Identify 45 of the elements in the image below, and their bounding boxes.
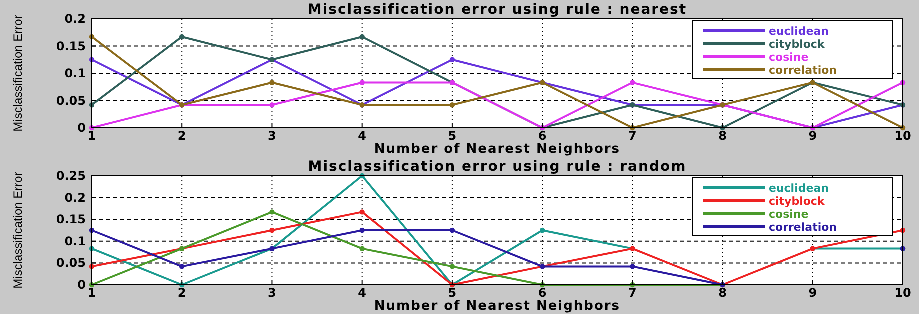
text: cosine	[769, 51, 809, 64]
y-tick-label: 0	[78, 121, 86, 135]
x-tick-label: 4	[358, 286, 367, 300]
x-tick-label: 8	[718, 129, 727, 143]
x-tick-label: 3	[268, 286, 276, 300]
y-tick-label: 0.15	[56, 212, 86, 227]
text: euclidean	[769, 25, 829, 38]
y-tick-label: 0.05	[56, 94, 86, 108]
x-tick-label: 2	[178, 129, 186, 143]
text: cityblock	[769, 38, 826, 51]
x-tick-label: 2	[178, 286, 186, 300]
x-tick-label: 6	[538, 129, 547, 143]
x-tick-label: 5	[448, 129, 457, 143]
x-tick-label: 10	[894, 286, 912, 300]
chart-title: Misclassification error using rule : nearest	[308, 2, 688, 18]
text: euclidean	[769, 182, 829, 195]
y-tick-label: 0.2	[64, 12, 86, 26]
y-tick-label: 0.05	[56, 256, 86, 270]
text: correlation	[769, 221, 837, 234]
x-tick-label: 9	[808, 129, 818, 143]
y-tick-label: 0.1	[64, 66, 86, 80]
x-tick-label: 9	[808, 286, 818, 300]
y-tick-label: 0.1	[64, 234, 86, 248]
text: cosine	[769, 208, 809, 221]
series-label: correlation	[769, 64, 837, 77]
y-tick-label: 0.2	[64, 190, 86, 205]
x-tick-label: 6	[538, 286, 547, 300]
y-tick-label: 0	[78, 278, 86, 292]
y-axis-title: Misclassification Error	[11, 15, 25, 132]
x-tick-label: 1	[88, 286, 96, 300]
x-tick-label: 7	[628, 129, 637, 143]
x-tick-label: 7	[628, 286, 637, 300]
x-tick-label: 8	[718, 286, 727, 300]
y-tick-label: 0.25	[56, 169, 86, 183]
x-tick-label: 1	[88, 129, 96, 143]
y-tick-label: 0.15	[56, 39, 86, 54]
x-axis-title: Number of Nearest Neighbors	[374, 142, 621, 157]
x-tick-label: 4	[358, 129, 367, 143]
x-axis-title: Number of Nearest Neighbors	[374, 299, 621, 314]
y-axis-title: Misclassification Error	[11, 172, 25, 289]
x-tick-label: 10	[894, 129, 912, 143]
chart-title: Misclassification error using rule : random	[308, 159, 687, 175]
x-tick-label: 5	[448, 286, 457, 300]
text: cityblock	[769, 195, 826, 208]
x-tick-label: 3	[268, 129, 276, 143]
